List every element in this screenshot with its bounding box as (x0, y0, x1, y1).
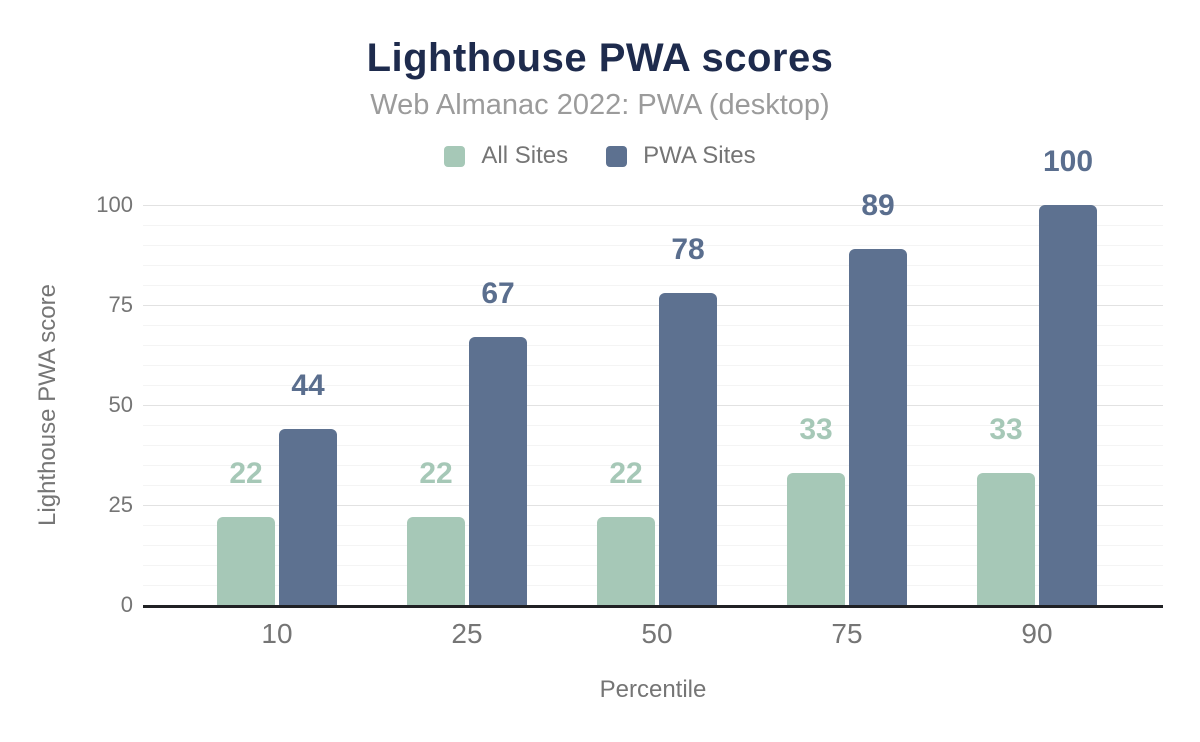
bar-group: 33 89 (753, 189, 941, 605)
minor-gridline (143, 265, 1163, 266)
major-gridline (143, 305, 1163, 306)
x-tick-label: 25 (451, 618, 483, 649)
minor-gridline (143, 345, 1163, 346)
bar-group: 33 100 (943, 145, 1131, 605)
bar-all-sites: 22 (407, 457, 465, 605)
minor-gridline (143, 225, 1163, 226)
major-gridline (143, 505, 1163, 506)
bar-value-label: 22 (229, 456, 263, 490)
bar-pwa-sites: 100 (1039, 145, 1097, 605)
legend-item: All Sites (444, 142, 568, 170)
legend-label: All Sites (481, 142, 569, 169)
y-tick-label: 0 (120, 592, 133, 617)
x-tick-label: 10 (261, 618, 293, 649)
bar-pwa-sites: 78 (659, 233, 717, 605)
legend: All Sites PWA Sites (0, 142, 1200, 170)
minor-gridline (143, 365, 1163, 366)
bar-value-label: 67 (481, 276, 515, 310)
bar-all-sites: 33 (787, 413, 845, 605)
x-tick-label: 75 (831, 618, 863, 649)
bar-value-label: 100 (1042, 144, 1094, 178)
bar-value-label: 78 (671, 232, 705, 266)
minor-gridline (143, 465, 1163, 466)
bar-value-label: 33 (799, 412, 833, 446)
y-tick-label: 75 (108, 292, 133, 317)
bar-value-label: 33 (989, 412, 1023, 446)
bar-all-sites: 33 (977, 413, 1035, 605)
legend-swatch (444, 145, 466, 167)
y-tick-label: 25 (108, 492, 133, 517)
minor-gridline (143, 245, 1163, 246)
legend-swatch (606, 145, 628, 167)
x-axis-title: Percentile (599, 676, 707, 703)
bar-pwa-sites: 89 (849, 189, 907, 605)
bar-group: 22 78 (563, 205, 751, 605)
x-tick-label: 50 (641, 618, 673, 649)
minor-gridline (143, 445, 1163, 446)
bar-all-sites: 22 (217, 457, 275, 605)
y-tick-label: 100 (96, 192, 133, 217)
y-tick-label: 50 (108, 392, 133, 417)
bar-value-label: 22 (609, 456, 643, 490)
bar-group: 22 44 (183, 205, 371, 605)
bar-pwa-sites: 67 (469, 277, 527, 605)
minor-gridline (143, 285, 1163, 286)
chart-subtitle: Web Almanac 2022: PWA (desktop) (370, 89, 830, 121)
chart-title: Lighthouse PWA scores (366, 36, 834, 80)
bar-all-sites: 22 (597, 457, 655, 605)
bar-group: 22 67 (373, 205, 561, 605)
bar-pwa-sites: 44 (279, 369, 337, 605)
legend-item: PWA Sites (606, 142, 756, 170)
minor-gridline (143, 485, 1163, 486)
plot-area: 22 44 22 67 22 78 33 89 33 100 (143, 145, 1163, 608)
bar-value-label: 22 (419, 456, 453, 490)
major-gridline (143, 405, 1163, 406)
major-gridline (143, 205, 1163, 206)
y-axis-ticks: 0 25 50 75 100 (0, 192, 133, 617)
minor-gridline (143, 325, 1163, 326)
x-axis-ticks: 10 25 50 75 90 (143, 618, 1163, 650)
x-tick-label: 90 (1021, 618, 1053, 649)
minor-gridline (143, 425, 1163, 426)
legend-label: PWA Sites (643, 142, 756, 169)
bar-value-label: 89 (861, 188, 895, 222)
minor-gridline (143, 385, 1163, 386)
bar-value-label: 44 (291, 368, 325, 402)
